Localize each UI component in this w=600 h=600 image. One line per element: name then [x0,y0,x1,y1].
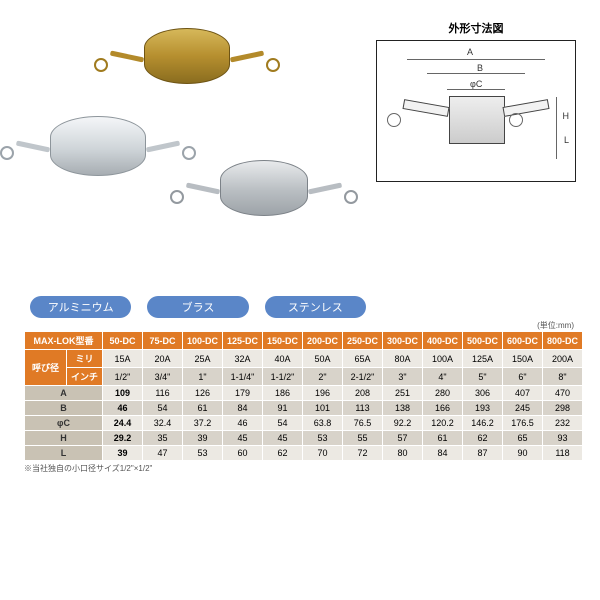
dim-phiC: φC [470,79,482,89]
dimension-table: MAX-LOK型番50-DC75-DC100-DC125-DC150-DC200… [24,331,583,461]
product-photos-area [24,20,376,290]
top-area: 外形寸法図 A B φC H L [24,20,576,290]
dim-B: B [477,63,483,73]
product-brass [144,28,230,84]
label-aluminum: アルミニウム [30,296,131,318]
dim-A: A [467,47,473,57]
label-stainless: ステンレス [265,296,366,318]
unit-note: (単位:mm) [24,320,576,331]
dim-L: L [564,135,569,145]
product-aluminum [50,116,146,176]
diagram-wrap: 外形寸法図 A B φC H L [376,20,576,290]
material-labels-row: アルミニウム ブラス ステンレス [30,296,366,318]
footnote: ※当社独自の小口径サイズ1/2"×1/2" [24,463,576,474]
diagram-box: A B φC H L [376,40,576,182]
product-stainless [220,160,308,216]
label-brass: ブラス [147,296,248,318]
catalog-page: 外形寸法図 A B φC H L アルミニウム ブラス ステンレス ( [0,0,600,600]
dim-H: H [563,111,570,121]
diagram-title: 外形寸法図 [376,20,576,36]
